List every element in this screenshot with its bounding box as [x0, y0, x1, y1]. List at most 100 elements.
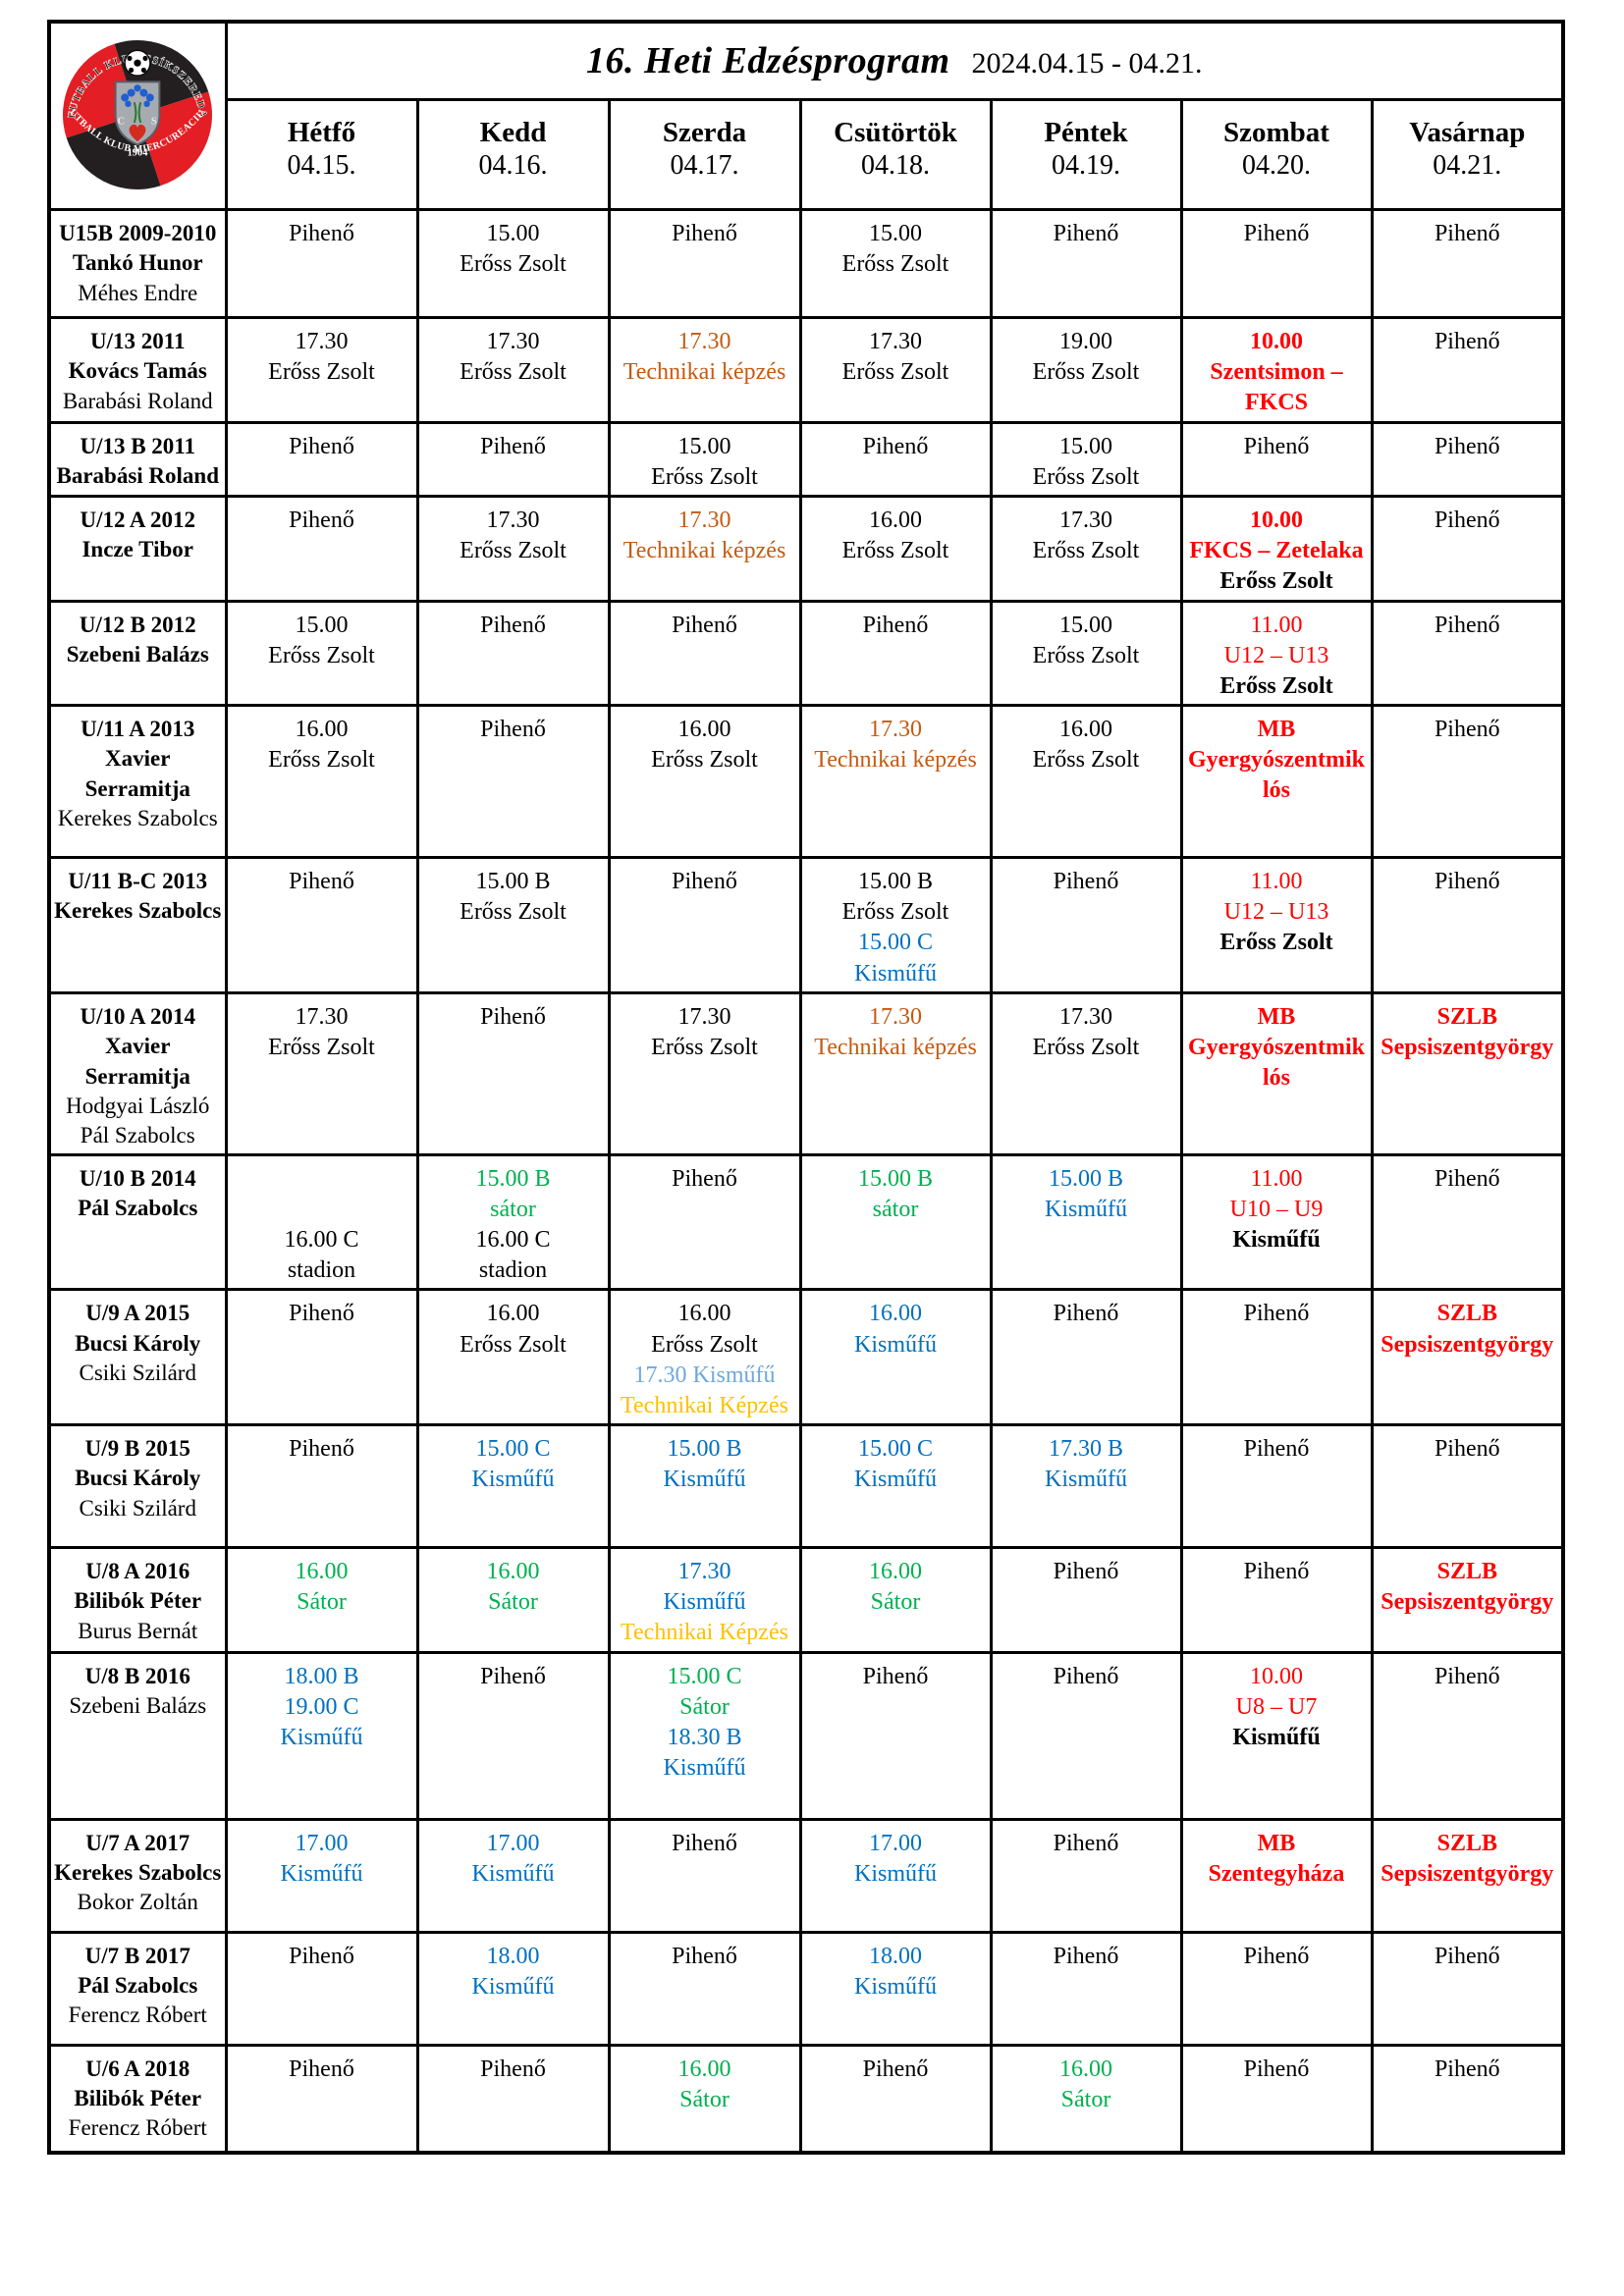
text-line: Erőss Zsolt [1032, 747, 1140, 774]
schedule-cell: 16.00 Sátor [224, 1546, 419, 1654]
text-line: 17.30 [677, 507, 731, 533]
text-line: 17.30 [486, 329, 540, 354]
schedule-cell: Pihenő [1370, 316, 1565, 424]
text-line: Méhes Endre [78, 280, 198, 305]
schedule-cell: SZLB Sepsiszentgyörgy [1370, 990, 1565, 1156]
text-line: Pihenő [1434, 1165, 1500, 1192]
text-line: 16.00 [1059, 717, 1112, 743]
svg-text:1904: 1904 [128, 148, 148, 159]
text-line: Pál Szabolcs [80, 1123, 195, 1148]
schedule-table: FUTBALL KLUB CSÍKSZEREDA [47, 20, 1566, 2156]
text-line: U/7 B 2017 [84, 1943, 190, 1968]
text-line: Pihenő [1434, 433, 1500, 459]
text-line: SZLB [1436, 1003, 1497, 1030]
text-line: Kisműfű [471, 1467, 555, 1493]
text-line: Xavier [105, 746, 171, 772]
schedule-row: U/8 A 2016 Bilibók Péter Burus Bernát 16.00… [47, 1546, 1565, 1654]
schedule-cell: Pihenő [798, 420, 993, 498]
text-line: Pihenő [862, 2056, 929, 2082]
schedule-cell: 15.00 B Erőss Zsolt [415, 856, 611, 994]
text-line: 17.30 [486, 507, 540, 533]
text-line: 16.00 [869, 1559, 922, 1585]
svg-text:S: S [151, 117, 157, 128]
schedule-cell: 15.00 B Kisműfű [607, 1423, 802, 1550]
text-line: Pihenő [289, 1301, 354, 1327]
schedule-cell: Pihenő [989, 208, 1183, 319]
text-line: 15.00 B [857, 1165, 933, 1192]
text-line: Erőss Zsolt [1219, 672, 1333, 699]
schedule-cell: 17.30 Erőss Zsolt [607, 990, 802, 1156]
day-header-3: Szerda 04.17. [607, 98, 802, 211]
schedule-cell: Pihenő [1370, 599, 1565, 708]
text-line: 17.30 B [1048, 1436, 1123, 1463]
text-line: Pihenő [1053, 1559, 1119, 1585]
text-line: Pihenő [1053, 869, 1119, 895]
text-line: Technikai képzés [623, 538, 786, 564]
text-line: Ferencz Róbert [68, 2115, 207, 2141]
text-line: 15.00 [1059, 433, 1112, 459]
text-line: FKCS [1244, 390, 1308, 416]
team-cell: U/12 B 2012 Szebeni Balázs [47, 599, 228, 708]
text-line: Erőss Zsolt [1032, 1035, 1140, 1060]
schedule-cell: Pihenő [1179, 208, 1374, 319]
schedule-cell: Pihenő [415, 420, 611, 498]
text-line: Szentsimon – [1210, 359, 1343, 386]
text-line: Pihenő [862, 1663, 929, 1689]
schedule-cell: 17.30 Erőss Zsolt [989, 494, 1183, 603]
schedule-cell: Pihenő [224, 494, 419, 603]
schedule-cell: Pihenő [224, 420, 419, 498]
team-cell: U/13 2011 Kovács Tamás Barabási Roland [47, 316, 228, 424]
schedule-cell: 15.00 C Sátor 18.30 B Kisműfű [607, 1650, 802, 1821]
text-line: Sepsiszentgyörgy [1380, 1331, 1554, 1358]
text-line: 17.30 [869, 717, 922, 743]
text-line: Erőss Zsolt [268, 642, 375, 668]
schedule-row: U/7 B 2017 Pál Szabolcs Ferencz Róbert Pihe… [47, 1930, 1565, 2047]
team-cell: U/11 A 2013 Xavier Serramitja Kerekes Szabo… [47, 704, 228, 860]
team-cell: U15B 2009-2010 Tankó Hunor Méhes Endre [47, 208, 228, 319]
schedule-cell: Pihenő [989, 1546, 1183, 1654]
text-line: Sepsiszentgyörgy [1380, 1035, 1554, 1060]
text-line: 19.00 C [284, 1693, 359, 1720]
schedule-row: U/8 B 2016 Szebeni Balázs 18.00 B 19.00 C Ki… [47, 1650, 1565, 1821]
text-line: 19.00 [1059, 329, 1112, 354]
day-date: 04.20. [1242, 150, 1311, 182]
text-line: Kisműfű [1045, 1467, 1127, 1493]
text-line: 17.30 [295, 329, 349, 354]
text-line: Sátor [488, 1589, 538, 1616]
day-name: Hétfő [287, 117, 356, 148]
text-line: Hodgyai László [66, 1093, 210, 1118]
team-cell: U/11 B-C 2013 Kerekes Szabolcs [47, 856, 228, 994]
schedule-cell: Pihenő [798, 599, 993, 708]
schedule-cell: Pihenő [607, 856, 802, 994]
text-line: SZLB [1436, 1301, 1497, 1327]
text-line: Erőss Zsolt [460, 1331, 567, 1358]
schedule-cell: 18.00 Kisműfű [415, 1930, 611, 2047]
text-line: 15.00 [295, 612, 349, 638]
text-line: Erőss Zsolt [1219, 568, 1333, 595]
text-line: Pihenő [1243, 1559, 1310, 1585]
text-line: Erőss Zsolt [268, 747, 375, 774]
text-line: sátor [872, 1196, 919, 1222]
text-line: 15.00 [869, 221, 922, 246]
text-line: Pihenő [1243, 1943, 1310, 1969]
text-line: Pihenő [862, 433, 929, 459]
schedule-cell: Pihenő [607, 1817, 802, 1934]
text-line: 18.30 B [667, 1725, 742, 1751]
text-line: Kisműfű [854, 960, 937, 987]
schedule-cell: 17.30 Erőss Zsolt [415, 494, 611, 603]
schedule-cell: 10.00 Szentsimon – FKCS [1179, 316, 1374, 424]
text-line: Bilibók Péter [74, 1588, 202, 1614]
schedule-cell: Pihenő [224, 1288, 419, 1427]
schedule-cell: Pihenő [607, 599, 802, 708]
schedule-cell: Pihenő [224, 1423, 419, 1550]
text-line: 17.30 Kisműfű [633, 1362, 776, 1388]
schedule-cell: 10.00 U8 – U7 Kisműfű [1179, 1650, 1374, 1821]
text-line: Kisműfű [663, 1589, 746, 1616]
schedule-cell: Pihenő [1370, 1152, 1565, 1292]
schedule-cell: Pihenő [1370, 856, 1565, 994]
text-line: Sátor [1060, 2086, 1111, 2112]
text-line: Erőss Zsolt [651, 463, 758, 490]
text-line: Kisműfű [663, 1467, 746, 1493]
text-line: Barabási Roland [56, 462, 219, 488]
text-line: U/8 A 2016 [85, 1559, 190, 1584]
